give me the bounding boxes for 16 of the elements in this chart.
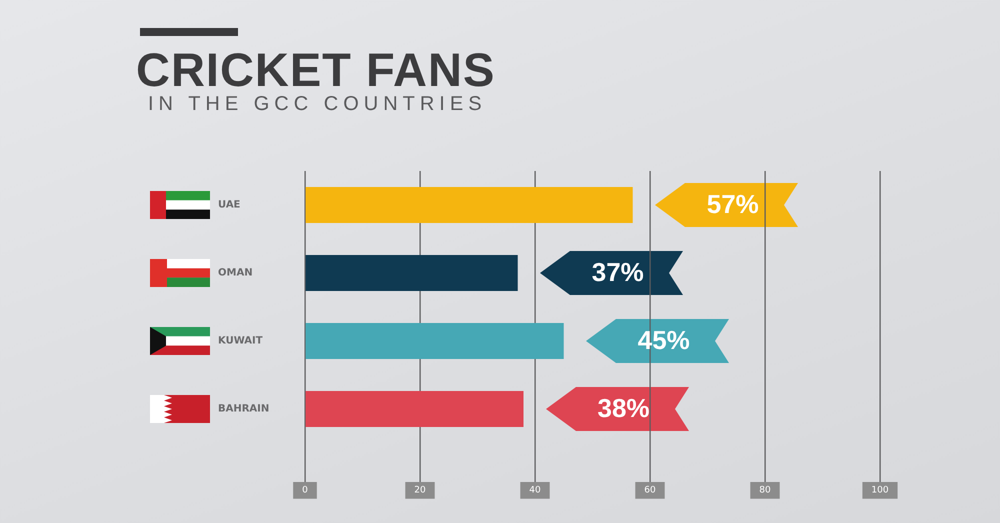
data-label: 37% — [592, 257, 644, 288]
data-label: 38% — [597, 393, 650, 424]
x-tick-label: 40 — [529, 486, 541, 496]
x-tick-label: 100 — [871, 486, 889, 496]
x-tick-label: 60 — [644, 486, 656, 496]
chart-subtitle: IN THE GCC COUNTRIES — [148, 93, 487, 115]
x-tick-label: 20 — [414, 486, 426, 496]
y-tick-label: UAE — [218, 200, 241, 211]
y-tick-label: KUWAIT — [218, 336, 263, 347]
chart-title: CRICKET FANS — [136, 43, 496, 96]
y-tick-label: BAHRAIN — [218, 404, 270, 415]
y-tick-label: OMAN — [218, 268, 253, 279]
data-label: 57% — [706, 189, 759, 220]
data-label: 45% — [638, 325, 690, 356]
x-tick-label: 0 — [302, 486, 308, 496]
x-tick-label: 80 — [759, 486, 771, 496]
